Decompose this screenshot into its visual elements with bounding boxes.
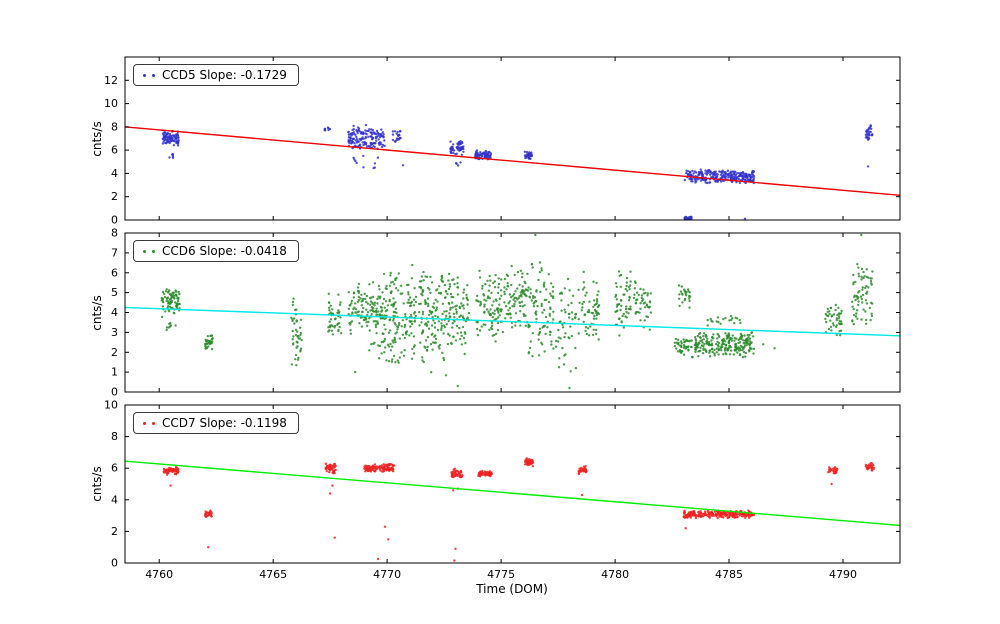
y-tick-label: 12: [104, 74, 118, 87]
x-tick-label: 4760: [145, 568, 173, 581]
ylabel-ccd7: cnts/s: [90, 466, 104, 502]
y-tick-label: 4: [111, 493, 118, 506]
legend-label-ccd5: CCD5 Slope: -0.1729: [162, 68, 287, 82]
y-tick-label: 8: [111, 120, 118, 133]
y-tick-label: 8: [111, 227, 118, 240]
y-tick-label: 7: [111, 246, 118, 259]
y-tick-label: 3: [111, 326, 118, 339]
y-tick-label: 2: [111, 346, 118, 359]
trend-line-ccd5: [125, 126, 900, 196]
y-tick-label: 0: [111, 214, 118, 227]
axes-frame-ccd7: [124, 404, 901, 564]
y-tick-label: 4: [111, 167, 118, 180]
legend-marker-ccd6: [143, 249, 155, 253]
x-tick-label: 4770: [373, 568, 401, 581]
xlabel: Time (DOM): [476, 582, 548, 596]
legend-marker-ccd7: [143, 421, 155, 425]
y-tick-label: 8: [111, 430, 118, 443]
x-tick-label: 4765: [259, 568, 287, 581]
y-tick-label: 6: [111, 266, 118, 279]
y-tick-label: 10: [104, 97, 118, 110]
legend-label-ccd6: CCD6 Slope: -0.0418: [162, 244, 287, 258]
y-tick-label: 4: [111, 306, 118, 319]
y-tick-label: 0: [111, 386, 118, 399]
ylabel-ccd6: cnts/s: [90, 295, 104, 331]
legend-ccd7: CCD7 Slope: -0.1198: [133, 412, 299, 434]
ylabel-ccd5: cnts/s: [90, 121, 104, 157]
scatter-ccd7: [162, 457, 875, 562]
y-tick-label: 6: [111, 462, 118, 475]
x-tick-label: 4785: [715, 568, 743, 581]
y-tick-label: 0: [111, 557, 118, 570]
x-tick-label: 4790: [829, 568, 857, 581]
legend-ccd6: CCD6 Slope: -0.0418: [133, 240, 299, 262]
y-tick-label: 6: [111, 144, 118, 157]
y-tick-label: 5: [111, 286, 118, 299]
y-tick-label: 2: [111, 190, 118, 203]
y-tick-label: 10: [104, 399, 118, 412]
x-tick-label: 4775: [487, 568, 515, 581]
legend-label-ccd7: CCD7 Slope: -0.1198: [162, 416, 287, 430]
axes-frame-ccd5: [124, 56, 901, 221]
trend-line-ccd7: [125, 460, 900, 527]
y-tick-label: 2: [111, 525, 118, 538]
legend-ccd5: CCD5 Slope: -0.1729: [133, 64, 299, 86]
y-tick-label: 1: [111, 366, 118, 379]
x-tick-label: 4780: [601, 568, 629, 581]
legend-marker-ccd5: [143, 73, 155, 77]
trend-line-ccd6: [125, 306, 900, 337]
